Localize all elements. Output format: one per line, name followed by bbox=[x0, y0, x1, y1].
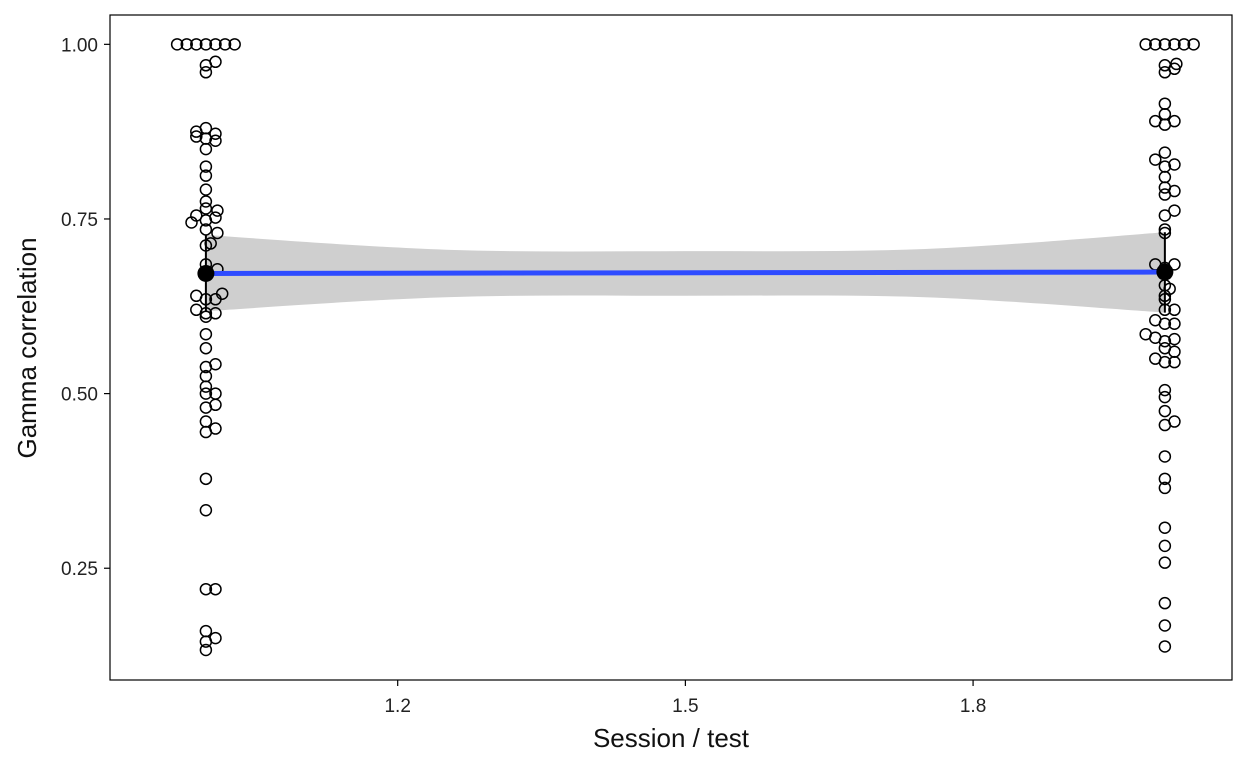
data-point bbox=[209, 398, 222, 412]
mean-point bbox=[197, 264, 215, 282]
data-point bbox=[209, 582, 222, 596]
data-point bbox=[1168, 204, 1181, 217]
data-point bbox=[1158, 390, 1172, 404]
mean-layer bbox=[197, 232, 1174, 313]
mean-point bbox=[1156, 263, 1174, 281]
data-point bbox=[1158, 317, 1172, 330]
data-point bbox=[1177, 38, 1191, 51]
data-point bbox=[1158, 188, 1172, 201]
data-point bbox=[1168, 303, 1181, 317]
data-point bbox=[1149, 38, 1162, 51]
data-point bbox=[218, 38, 232, 51]
data-point bbox=[1158, 472, 1172, 486]
plot-background bbox=[110, 15, 1232, 680]
data-point bbox=[199, 223, 213, 236]
data-point bbox=[190, 209, 203, 222]
data-point bbox=[1158, 640, 1172, 653]
data-point bbox=[1158, 209, 1172, 222]
data-point bbox=[199, 472, 213, 486]
fit-line bbox=[205, 269, 1165, 276]
data-point bbox=[199, 202, 213, 215]
data-point bbox=[209, 127, 222, 140]
x-axis: 1.2 1.5 1.8 bbox=[384, 680, 986, 717]
data-point bbox=[1158, 450, 1172, 463]
data-point bbox=[211, 226, 224, 240]
data-point bbox=[190, 125, 203, 138]
x-tick-label: 1.8 bbox=[960, 696, 986, 717]
data-point bbox=[199, 341, 213, 355]
data-point bbox=[228, 38, 241, 51]
data-point bbox=[211, 204, 224, 217]
data-point bbox=[1168, 114, 1181, 128]
data-point bbox=[1158, 66, 1172, 79]
data-point bbox=[1158, 38, 1172, 51]
data-point bbox=[209, 55, 222, 69]
y-axis-title: Gamma correlation bbox=[12, 237, 42, 458]
data-point bbox=[1158, 521, 1172, 534]
data-point bbox=[1168, 38, 1181, 51]
data-point bbox=[199, 66, 213, 79]
data-point bbox=[1158, 596, 1172, 610]
points-layer bbox=[170, 38, 1200, 657]
data-point bbox=[199, 582, 213, 596]
x-tick-label: 1.5 bbox=[672, 696, 698, 717]
data-point bbox=[199, 38, 213, 51]
data-point bbox=[209, 631, 222, 645]
data-point bbox=[199, 142, 213, 156]
data-point bbox=[209, 422, 222, 435]
plot-frame bbox=[109, 14, 1233, 681]
data-point bbox=[1158, 146, 1172, 159]
data-point bbox=[1158, 556, 1172, 569]
data-point bbox=[1168, 355, 1181, 369]
data-point bbox=[1139, 38, 1152, 51]
data-point bbox=[199, 643, 213, 657]
data-point bbox=[199, 195, 213, 208]
data-point bbox=[1168, 258, 1181, 271]
data-point bbox=[1168, 332, 1181, 346]
data-point bbox=[180, 38, 193, 51]
data-point bbox=[209, 134, 222, 147]
data-point bbox=[1158, 383, 1172, 397]
data-point bbox=[1149, 153, 1162, 166]
y-axis: 0.25 0.50 0.75 1.00 bbox=[61, 35, 110, 580]
data-point bbox=[1158, 334, 1172, 348]
data-point bbox=[199, 387, 213, 400]
data-point bbox=[1158, 481, 1172, 495]
y-tick-label: 0.50 bbox=[61, 385, 98, 406]
data-point bbox=[190, 38, 203, 51]
data-point bbox=[209, 38, 222, 51]
data-point bbox=[1158, 355, 1172, 369]
data-point bbox=[199, 169, 213, 182]
data-point bbox=[190, 130, 203, 143]
data-point bbox=[199, 327, 213, 341]
data-point bbox=[209, 211, 222, 224]
x-tick-label: 1.2 bbox=[384, 696, 410, 717]
data-point bbox=[209, 358, 222, 371]
data-point bbox=[1158, 418, 1172, 432]
data-point bbox=[199, 310, 213, 324]
data-point bbox=[1158, 539, 1172, 553]
data-point bbox=[1187, 38, 1200, 51]
data-point bbox=[215, 287, 229, 300]
data-point bbox=[170, 38, 184, 51]
data-point bbox=[199, 504, 213, 517]
data-point bbox=[199, 380, 213, 393]
data-point bbox=[199, 183, 213, 196]
data-point bbox=[1158, 619, 1172, 632]
y-tick-label: 0.25 bbox=[61, 559, 98, 580]
data-point bbox=[1168, 158, 1181, 171]
y-tick-label: 1.00 bbox=[61, 35, 98, 56]
data-point bbox=[1170, 57, 1183, 71]
y-tick-label: 0.75 bbox=[61, 210, 98, 231]
x-axis-title: Session / test bbox=[593, 723, 750, 753]
data-point bbox=[1158, 404, 1172, 418]
fit-layer bbox=[205, 269, 1165, 276]
data-point bbox=[199, 160, 213, 173]
data-point bbox=[1168, 317, 1181, 330]
